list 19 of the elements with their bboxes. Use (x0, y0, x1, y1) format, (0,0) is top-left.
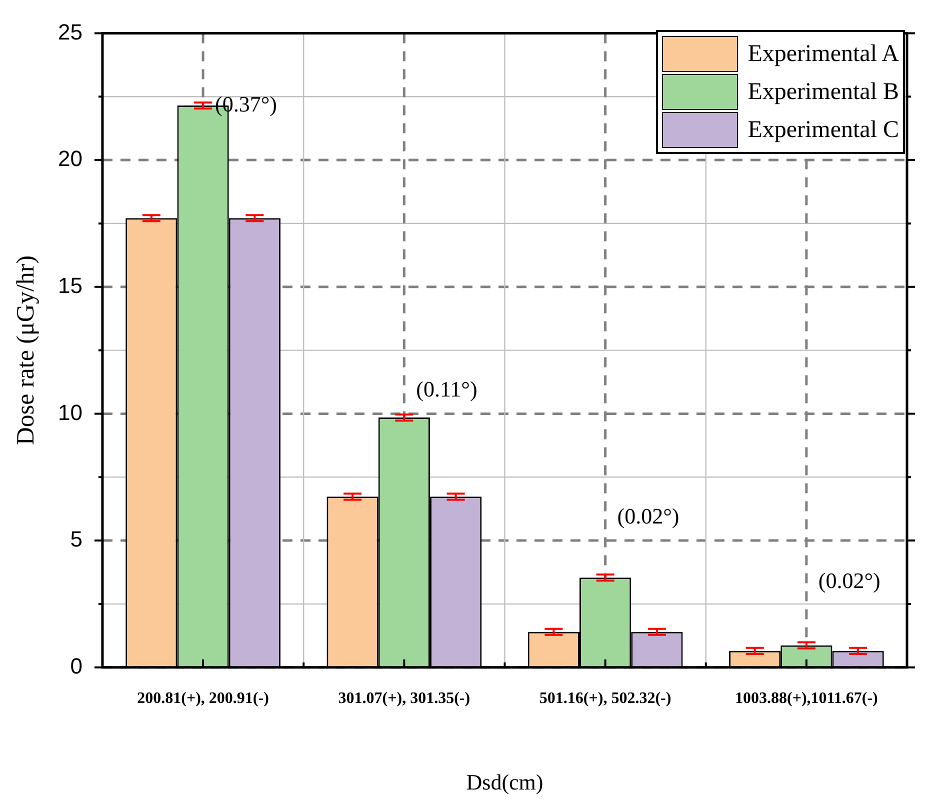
x-tick-label: 301.07(+), 301.35(-) (338, 690, 470, 708)
legend-label: Experimental C (748, 116, 899, 144)
annotation: (0.11°) (416, 376, 478, 402)
y-tick-label: 20 (58, 146, 82, 172)
y-tick-label: 15 (58, 272, 82, 298)
x-tick-label: 200.81(+), 200.91(-) (137, 690, 269, 708)
x-tick-label: 501.16(+), 502.32(-) (539, 690, 672, 708)
y-tick-label: 0 (70, 653, 82, 678)
legend-label: Experimental A (748, 40, 899, 68)
y-tick-label: 10 (58, 400, 82, 425)
x-tick-label: 1003.88(+),1011.67(-) (734, 690, 878, 708)
annotation: (0.02°) (617, 503, 680, 528)
annotation: (0.37°) (215, 91, 277, 116)
annotation: (0.02°) (818, 568, 880, 594)
y-tick-label: 5 (70, 526, 82, 552)
legend-label: Experimental B (748, 78, 899, 106)
y-axis-title: Dose rate (μGy/hr) (12, 255, 40, 446)
x-axis-title: Dsd(cm) (466, 770, 544, 795)
y-tick-label: 25 (58, 19, 82, 44)
